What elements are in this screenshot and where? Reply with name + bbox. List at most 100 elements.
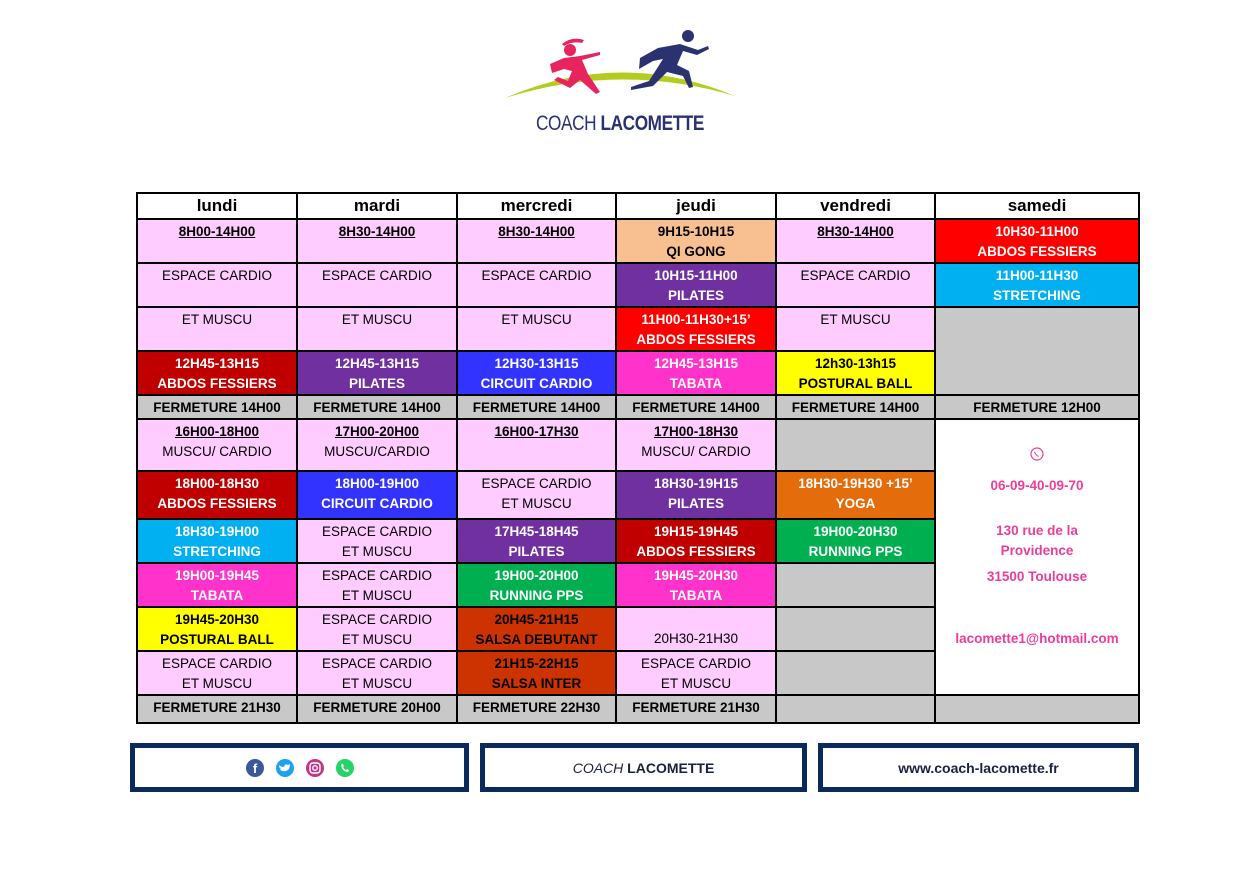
website-link[interactable]: www.coach-lacomette.fr (898, 759, 1059, 776)
whatsapp-icon (938, 446, 1136, 468)
schedule-row: 19H00-19H45 TABATA ESPACE CARDIO ET MUSCU 19… (136, 562, 1139, 608)
contact-phone[interactable]: 06-09-40-09-70 (990, 478, 1084, 493)
schedule-cell: 17H00-20H00 MUSCU/CARDIO (296, 418, 458, 472)
cell-activity: CIRCUIT CARDIO (321, 496, 433, 511)
svg-text:f: f (252, 761, 257, 776)
cell-activity: ET MUSCU (181, 676, 253, 691)
cell-time: ET MUSCU (181, 312, 253, 327)
schedule-cell: ET MUSCU (456, 306, 617, 352)
schedule-cell: ET MUSCU (136, 306, 298, 352)
cell-time: 10H30-11H00 (995, 224, 1079, 239)
cell-activity: TABATA (190, 588, 244, 603)
cell-time: 16H00-18H00 (174, 424, 260, 439)
cell-activity: POSTURAL BALL (798, 376, 913, 391)
schedule-cell: 19H00-20H00 RUNNING PPS (456, 562, 617, 608)
schedule-cell: ESPACE CARDIO ET MUSCU (296, 606, 458, 652)
facebook-icon[interactable]: f (245, 758, 264, 777)
schedule-cell: 18H30-19H30 +15’ YOGA (775, 470, 936, 520)
twitter-icon[interactable] (275, 758, 294, 777)
cell-time: FERMETURE 21H30 (153, 700, 281, 715)
cell-time: 19H00-19H45 (174, 568, 260, 583)
cell-time: 19H00-20H00 (494, 568, 579, 583)
schedule-cell: ESPACE CARDIO ET MUSCU (296, 650, 458, 696)
whatsapp-icon[interactable] (335, 758, 354, 777)
cell-time: FERMETURE 20H00 (313, 700, 441, 715)
cell-activity: ABDOS FESSIERS (636, 332, 756, 347)
cell-activity: ABDOS FESSIERS (157, 496, 277, 511)
schedule-cell: ESPACE CARDIO ET MUSCU (296, 562, 458, 608)
contact-address: Providence (1000, 543, 1074, 558)
brand-box: COACH LACOMETTE (480, 743, 807, 792)
cell-time: 11H00-11H30 (995, 268, 1079, 283)
schedule-cell: 16H00-17H30 (456, 418, 617, 472)
day-header-mardi: mardi (296, 192, 458, 220)
schedule-cell: 8H00-14H00 (136, 218, 298, 264)
cell-activity: ET MUSCU (501, 496, 572, 511)
cell-activity: SALSA DEBUTANT (475, 632, 598, 647)
schedule-table: lundi mardi mercredi jeudi vendredi samedi 8H… (136, 192, 1140, 724)
schedule-cell: 12H45-13H15 PILATES (296, 350, 458, 396)
cell-activity: ET MUSCU (341, 632, 413, 647)
cell-time: 8H30-14H00 (338, 224, 416, 239)
contact-info: 06-09-40-09-70 130 rue de la Providence 315… (934, 418, 1140, 696)
website-box: www.coach-lacomette.fr (818, 743, 1139, 792)
cell-activity: TABATA (669, 588, 723, 603)
cell-time: FERMETURE 14H00 (632, 400, 760, 415)
schedule-cell: ESPACE CARDIO ET MUSCU (296, 518, 458, 564)
schedule-row: FERMETURE 14H00 FERMETURE 14H00 FERMETURE … (136, 394, 1140, 420)
logo-text: COACH LACOMETTE (536, 112, 704, 135)
schedule-cell: 19H45-20H30 TABATA (615, 562, 777, 608)
empty-cell (934, 306, 1140, 396)
cell-time: 10H15-11H00 (654, 268, 738, 283)
day-header-jeudi: jeudi (615, 192, 777, 220)
cell-activity: SALSA INTER (491, 676, 582, 691)
cell-activity: QI GONG (666, 244, 726, 259)
schedule-row: ESPACE CARDIO ET MUSCU ESPACE CARDIO ET MUS… (136, 650, 1139, 696)
cell-activity: TABATA (669, 376, 723, 391)
schedule-cell: 12H30-13H15 CIRCUIT CARDIO (456, 350, 617, 396)
schedule-cell: FERMETURE 14H00 (775, 394, 936, 420)
cell-time: ESPACE CARDIO (481, 476, 592, 491)
schedule-cell: 11H00-11H30+15’ ABDOS FESSIERS (615, 306, 777, 352)
schedule-row: 18H00-18H30 ABDOS FESSIERS 18H00-19H00 CIRC… (136, 470, 1139, 520)
cell-activity: PILATES (348, 376, 405, 391)
cell-activity: ET MUSCU (341, 588, 413, 603)
schedule-cell: 11H00-11H30 STRETCHING (934, 262, 1140, 308)
brand-bold: LACOMETTE (627, 759, 715, 776)
schedule-cell: FERMETURE 14H00 (456, 394, 617, 420)
empty-cell (775, 694, 936, 724)
schedule-cell: 20H45-21H15 SALSA DEBUTANT (456, 606, 617, 652)
cell-time: 18H30-19H30 +15’ (798, 476, 913, 491)
schedule-cell: 16H00-18H00 MUSCU/ CARDIO (136, 418, 298, 472)
schedule-cell: 12H45-13H15 TABATA (615, 350, 777, 396)
cell-time: FERMETURE 14H00 (791, 400, 920, 415)
schedule-row: FERMETURE 21H30 FERMETURE 20H00 FERMETURE … (136, 694, 1140, 724)
cell-time: FERMETURE 14H00 (472, 400, 601, 415)
day-header-row: lundi mardi mercredi jeudi vendredi samedi (136, 192, 1140, 220)
schedule-cell: 17H45-18H45 PILATES (456, 518, 617, 564)
schedule-cell: ET MUSCU (296, 306, 458, 352)
schedule-cell: 8H30-14H00 (296, 218, 458, 264)
schedule-cell: FERMETURE 14H00 (296, 394, 458, 420)
empty-cell (934, 694, 1140, 724)
schedule-cell: FERMETURE 21H30 (136, 694, 298, 724)
schedule-cell: 12h30-13h15 POSTURAL BALL (775, 350, 936, 396)
cell-activity: YOGA (835, 496, 876, 511)
cell-activity: POSTURAL BALL (160, 632, 274, 647)
contact-email[interactable]: lacomette1@hotmail.com (955, 631, 1119, 646)
cell-activity: PILATES (508, 544, 565, 559)
schedule-cell: ESPACE CARDIO ET MUSCU (456, 470, 617, 520)
cell-time: 12H45-13H15 (174, 356, 260, 371)
cell-time: 19H15-19H45 (653, 524, 739, 539)
empty-cell (775, 650, 936, 696)
cell-time: ESPACE CARDIO (321, 524, 433, 539)
cell-time: 19H45-20H30 (174, 612, 260, 627)
cell-activity: STRETCHING (173, 544, 261, 559)
schedule-cell: 18H00-19H00 CIRCUIT CARDIO (296, 470, 458, 520)
instagram-icon[interactable] (305, 758, 324, 777)
cell-time: FERMETURE 21H30 (632, 700, 760, 715)
schedule-cell: 20H30-21H30 (615, 606, 777, 652)
cell-time: ESPACE CARDIO (321, 612, 433, 627)
empty-cell (775, 418, 936, 472)
day-header-lundi: lundi (136, 192, 298, 220)
